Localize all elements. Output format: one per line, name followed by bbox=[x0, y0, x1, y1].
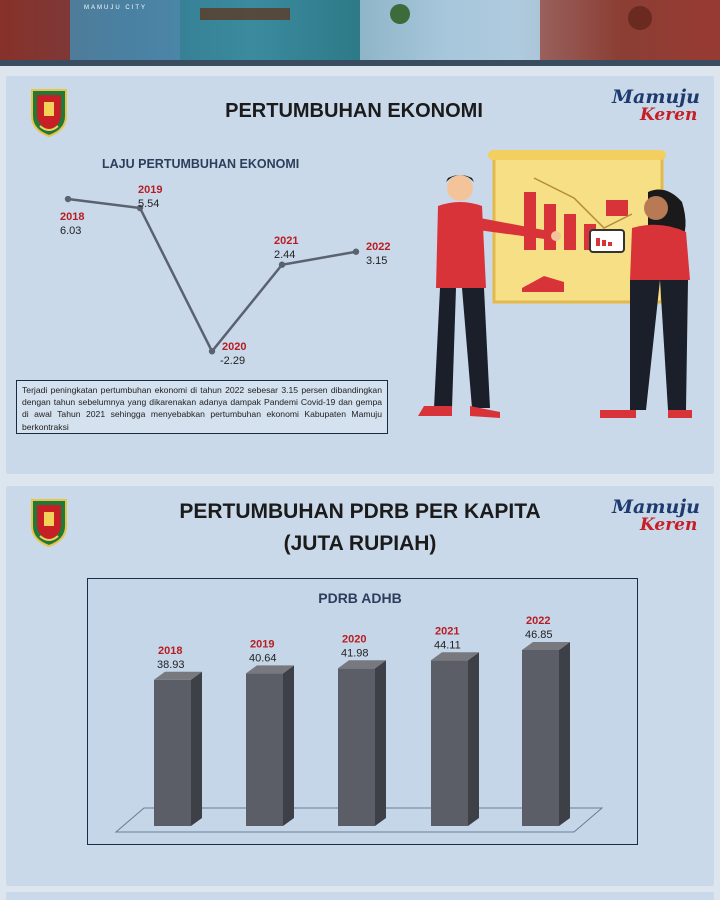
bar-value-label-2022: 46.85 bbox=[525, 629, 553, 641]
section2-title-line1: PERTUMBUHAN PDRB PER KAPITA bbox=[179, 500, 541, 523]
growth-note: Terjadi peningkatan pertumbuhan ekonomi … bbox=[16, 380, 388, 434]
line-point-2020 bbox=[208, 348, 216, 355]
line-value-label-2021: 2.44 bbox=[274, 249, 295, 261]
bar-2021 bbox=[431, 660, 468, 826]
section1-title: PERTUMBUHAN EKONOMI bbox=[225, 100, 483, 122]
bar-side-2022 bbox=[559, 642, 570, 826]
banner-bottom-strip bbox=[0, 60, 720, 66]
brand-logo-line2: Keren bbox=[640, 105, 698, 125]
line-value-label-2022: 3.15 bbox=[366, 255, 387, 267]
bar-value-label-2018: 38.93 bbox=[157, 659, 185, 671]
line-point-2022 bbox=[352, 248, 360, 255]
next-panel-edge bbox=[6, 892, 714, 900]
bar-top-2018 bbox=[154, 671, 202, 680]
bar-top-2020 bbox=[338, 660, 386, 669]
bar-year-label-2020: 2020 bbox=[342, 633, 366, 645]
bar-2020 bbox=[338, 668, 375, 826]
regency-emblem-icon bbox=[31, 89, 67, 138]
line-year-label-2020: 2020 bbox=[222, 341, 246, 353]
brand-logo-line1: Mamuju bbox=[612, 496, 700, 518]
line-point-2021 bbox=[278, 261, 286, 268]
bar-side-2020 bbox=[375, 660, 386, 826]
bar-value-label-2019: 40.64 bbox=[249, 652, 277, 664]
bar-year-label-2022: 2022 bbox=[526, 615, 550, 627]
banner-caption: MAMUJU CITY bbox=[84, 5, 147, 11]
regency-emblem-icon bbox=[31, 499, 67, 548]
line-point-2019 bbox=[136, 204, 144, 212]
bar-top-2022 bbox=[522, 642, 570, 650]
bar-top-2019 bbox=[246, 665, 294, 674]
line-year-label-2018: 2018 bbox=[60, 211, 84, 223]
bar-year-label-2018: 2018 bbox=[158, 645, 182, 657]
bar-top-2021 bbox=[431, 652, 479, 661]
bar-2022 bbox=[522, 650, 559, 826]
line-value-label-2018: 6.03 bbox=[60, 225, 81, 237]
line-year-label-2019: 2019 bbox=[138, 184, 162, 196]
line-chart: 2018 6.03 2019 5.54 2020 -2.29 2021 2.44 2022 3.1… bbox=[60, 184, 390, 367]
bar-side-2018 bbox=[191, 671, 202, 826]
bar-year-label-2019: 2019 bbox=[250, 638, 274, 650]
presentation-illustration bbox=[418, 150, 692, 418]
line-value-label-2020: -2.29 bbox=[220, 355, 245, 367]
section2-title-line2: (JUTA RUPIAH) bbox=[283, 532, 437, 555]
bar-value-label-2020: 41.98 bbox=[341, 647, 369, 659]
line-year-label-2022: 2022 bbox=[366, 241, 390, 253]
line-chart-title: LAJU PERTUMBUHAN EKONOMI bbox=[102, 157, 300, 171]
bar-side-2019 bbox=[283, 665, 294, 826]
brand-logo-line2: Keren bbox=[640, 515, 698, 535]
bar-2018 bbox=[154, 679, 191, 826]
bar-side-2021 bbox=[468, 652, 479, 826]
brand-logo-line1: Mamuju bbox=[612, 86, 700, 108]
bar-2019 bbox=[246, 673, 283, 826]
line-value-label-2019: 5.54 bbox=[138, 198, 159, 210]
top-photo-banner: MAMUJU CITY bbox=[0, 0, 720, 66]
bar-chart-title: PDRB ADHB bbox=[318, 590, 402, 606]
bar-value-label-2021: 44.11 bbox=[434, 639, 461, 651]
bar-year-label-2021: 2021 bbox=[435, 625, 459, 637]
line-point-2018 bbox=[64, 195, 72, 203]
line-year-label-2021: 2021 bbox=[274, 235, 298, 247]
banner-photo-collage bbox=[0, 0, 720, 60]
